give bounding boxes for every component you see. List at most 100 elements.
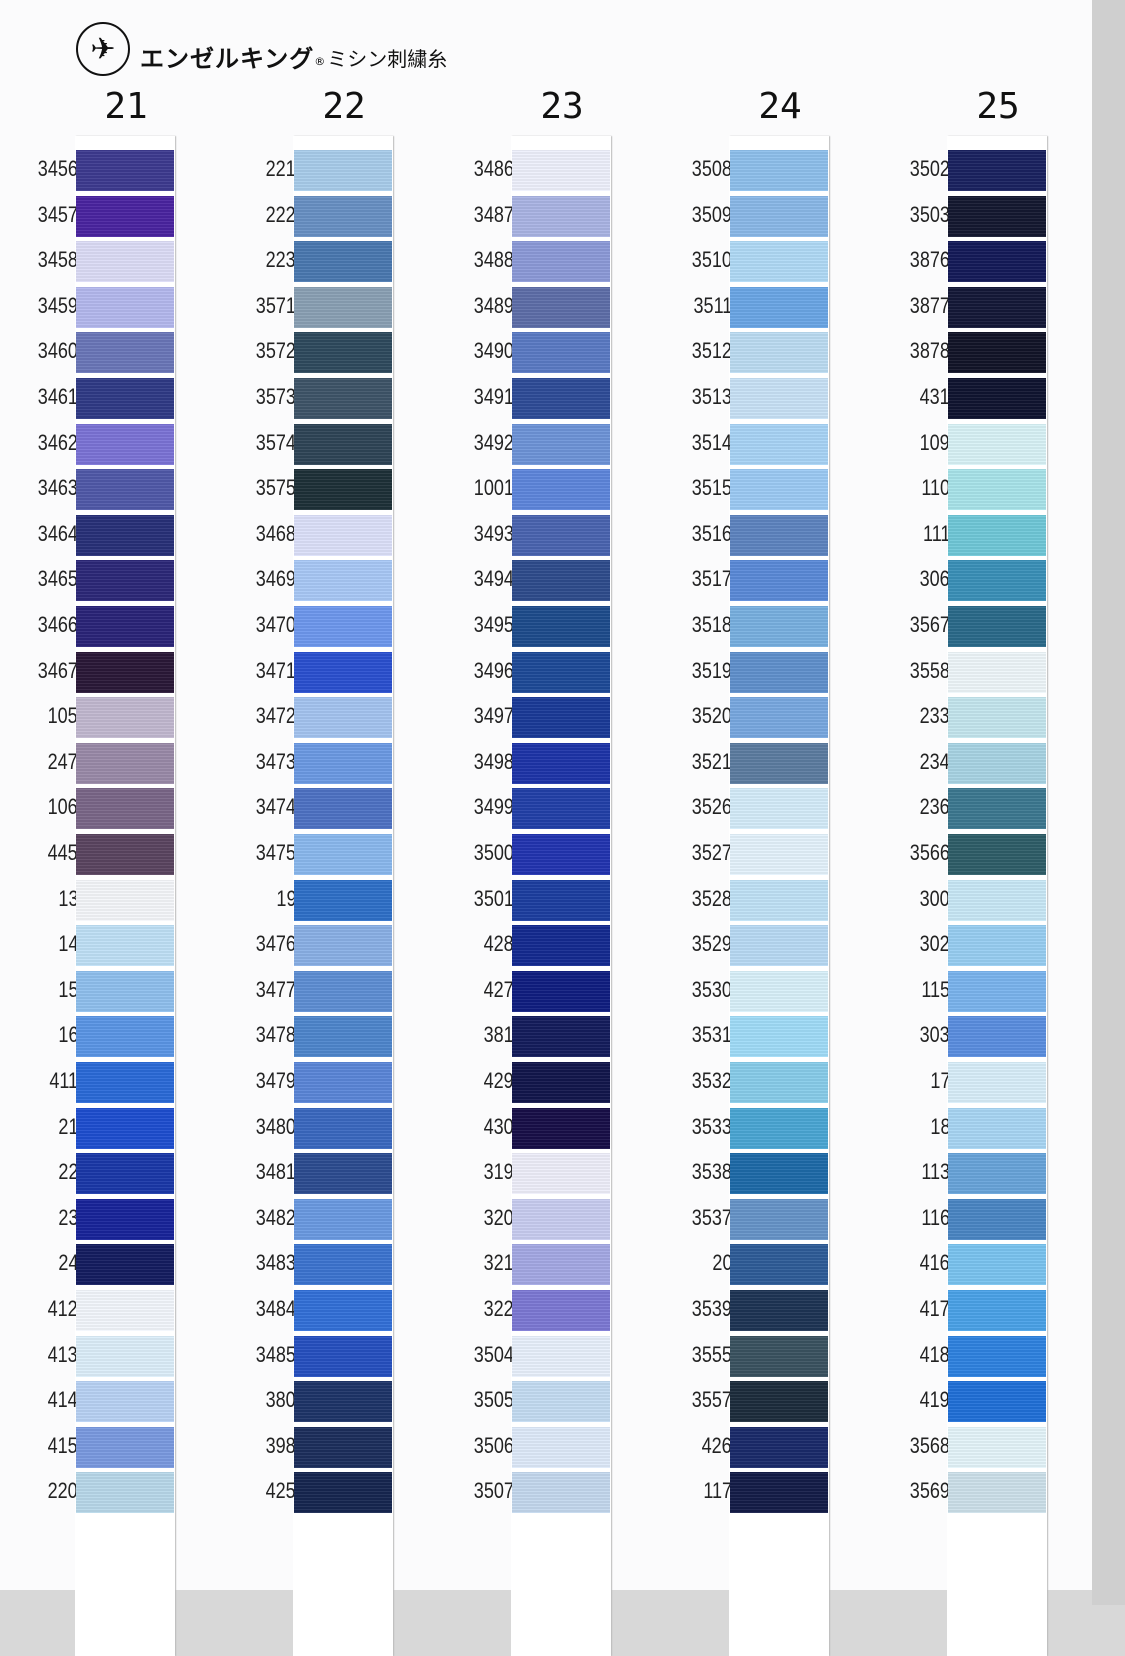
thread-swatch-row: 306 bbox=[872, 558, 1092, 604]
thread-swatch bbox=[948, 834, 1046, 875]
thread-swatch-row: 3457 bbox=[0, 194, 220, 240]
thread-code: 300 bbox=[919, 885, 950, 911]
thread-swatch-row: 3468 bbox=[218, 513, 438, 559]
thread-swatch bbox=[512, 879, 610, 921]
thread-swatch bbox=[948, 925, 1046, 967]
thread-code: 3490 bbox=[473, 338, 514, 364]
thread-code: 3505 bbox=[473, 1387, 514, 1413]
thread-code: 3555 bbox=[691, 1341, 732, 1367]
thread-code: 19 bbox=[275, 885, 296, 911]
thread-code: 3500 bbox=[473, 840, 514, 865]
thread-code: 233 bbox=[919, 703, 950, 729]
thread-code: 419 bbox=[919, 1387, 950, 1413]
thread-swatch-row: 13 bbox=[0, 878, 220, 924]
thread-code: 417 bbox=[919, 1296, 950, 1321]
thread-code: 110 bbox=[921, 475, 950, 501]
thread-swatch bbox=[948, 697, 1046, 739]
thread-swatch bbox=[294, 195, 392, 237]
thread-swatch-row: 3529 bbox=[654, 923, 874, 969]
thread-swatch-row: 425 bbox=[218, 1470, 438, 1516]
thread-code: 411 bbox=[49, 1068, 78, 1093]
thread-swatch bbox=[948, 332, 1046, 374]
thread-swatch-row: 3499 bbox=[436, 786, 656, 832]
thread-swatch bbox=[512, 150, 610, 191]
thread-swatch bbox=[730, 560, 828, 602]
thread-swatch bbox=[948, 1244, 1046, 1286]
thread-code: 3526 bbox=[691, 794, 732, 820]
thread-swatch-row: 412 bbox=[0, 1288, 220, 1334]
thread-swatch bbox=[730, 1062, 828, 1103]
thread-code: 3575 bbox=[255, 475, 296, 501]
thread-swatch-row: 3456 bbox=[0, 148, 220, 194]
thread-code: 3521 bbox=[691, 748, 732, 774]
thread-swatch bbox=[76, 1153, 174, 1195]
brand-name: エンゼルキング bbox=[140, 44, 315, 73]
thread-swatch-row: 233 bbox=[872, 695, 1092, 741]
thread-code: 3531 bbox=[691, 1022, 732, 1048]
thread-swatch bbox=[730, 1472, 828, 1514]
thread-code: 3532 bbox=[691, 1068, 732, 1093]
thread-swatch-row: 3459 bbox=[0, 285, 220, 331]
thread-swatch bbox=[512, 1335, 610, 1377]
thread-code: 106 bbox=[47, 794, 78, 820]
thread-swatch bbox=[730, 195, 828, 237]
thread-code: 3515 bbox=[691, 475, 732, 501]
thread-swatch-row: 3876 bbox=[872, 239, 1092, 285]
thread-swatch-row: 3493 bbox=[436, 513, 656, 559]
thread-swatch-row: 105 bbox=[0, 695, 220, 741]
thread-code: 14 bbox=[57, 931, 78, 957]
thread-swatch bbox=[76, 423, 174, 465]
thread-swatch bbox=[294, 1062, 392, 1103]
thread-swatch bbox=[294, 332, 392, 374]
thread-code: 3456 bbox=[37, 156, 78, 181]
column-number: 22 bbox=[322, 86, 366, 127]
thread-swatch-row: 321 bbox=[436, 1242, 656, 1288]
thread-swatch-row: 222 bbox=[218, 194, 438, 240]
thread-swatch-row: 3538 bbox=[654, 1151, 874, 1197]
thread-swatch-row: 3505 bbox=[436, 1379, 656, 1425]
thread-swatch-row: 3487 bbox=[436, 194, 656, 240]
thread-code: 3507 bbox=[473, 1478, 514, 1504]
thread-swatch bbox=[294, 150, 392, 191]
thread-code: 3502 bbox=[909, 156, 950, 181]
thread-swatch bbox=[512, 332, 610, 374]
thread-code: 3518 bbox=[691, 612, 732, 637]
thread-swatch bbox=[730, 514, 828, 556]
thread-swatch-row: 3494 bbox=[436, 558, 656, 604]
thread-code: 3494 bbox=[473, 566, 514, 592]
thread-swatch-row: 413 bbox=[0, 1334, 220, 1380]
thread-swatch bbox=[948, 1335, 1046, 1377]
thread-swatch bbox=[294, 1290, 392, 1331]
thread-code: 3509 bbox=[691, 201, 732, 227]
thread-swatch bbox=[948, 1472, 1046, 1514]
thread-swatch bbox=[730, 1335, 828, 1377]
thread-code: 3483 bbox=[255, 1250, 296, 1276]
thread-code: 3498 bbox=[473, 748, 514, 774]
thread-swatch-row: 3537 bbox=[654, 1197, 874, 1243]
thread-swatch bbox=[730, 1107, 828, 1149]
thread-code: 3877 bbox=[909, 292, 950, 318]
thread-code: 427 bbox=[483, 976, 514, 1002]
thread-swatch bbox=[948, 651, 1046, 693]
thread-swatch bbox=[512, 970, 610, 1012]
thread-swatch-row: 3495 bbox=[436, 604, 656, 650]
thread-swatch-row: 419 bbox=[872, 1379, 1092, 1425]
thread-swatch bbox=[76, 788, 174, 830]
thread-swatch-row: 110 bbox=[872, 467, 1092, 513]
thread-swatch-row: 3508 bbox=[654, 148, 874, 194]
thread-swatch-row: 3520 bbox=[654, 695, 874, 741]
thread-swatch bbox=[512, 286, 610, 328]
thread-swatch-row: 16 bbox=[0, 1014, 220, 1060]
thread-swatch-row: 3461 bbox=[0, 376, 220, 422]
thread-swatch-row: 3484 bbox=[218, 1288, 438, 1334]
thread-swatch bbox=[294, 606, 392, 647]
thread-code: 414 bbox=[47, 1387, 78, 1413]
thread-code: 425 bbox=[265, 1478, 296, 1504]
thread-code: 3501 bbox=[473, 885, 514, 911]
product-subtitle: ミシン刺繍糸 bbox=[327, 46, 448, 71]
thread-swatch bbox=[512, 742, 610, 784]
thread-swatch-row: 113 bbox=[872, 1151, 1092, 1197]
thread-swatch-row: 3463 bbox=[0, 467, 220, 513]
thread-swatch-row: 3569 bbox=[872, 1470, 1092, 1516]
thread-swatch bbox=[294, 1198, 392, 1240]
